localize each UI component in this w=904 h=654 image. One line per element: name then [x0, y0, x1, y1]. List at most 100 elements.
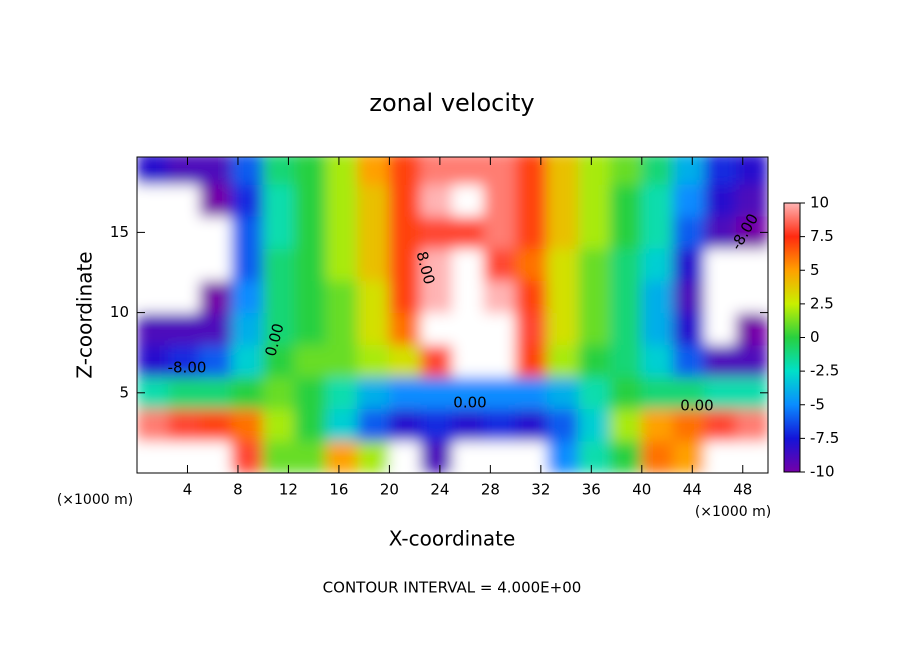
- cell: [168, 247, 201, 282]
- cell: [515, 408, 548, 442]
- colorbar-tick-label: -5: [810, 395, 825, 413]
- cell: [199, 312, 233, 346]
- cell: [420, 440, 453, 473]
- cell: [262, 312, 296, 346]
- cell: [578, 408, 611, 442]
- cell: [672, 215, 706, 249]
- cell: [704, 247, 737, 282]
- cell: [515, 376, 548, 410]
- cell: [231, 183, 264, 217]
- cell: [672, 157, 706, 185]
- cell: [168, 157, 201, 185]
- cell: [357, 247, 390, 282]
- colorbar-tick-label: 10: [810, 194, 829, 212]
- cell: [357, 408, 390, 442]
- cell: [168, 440, 201, 473]
- footer: CONTOUR INTERVAL = 4.000E+00: [323, 579, 582, 597]
- cell: [546, 183, 580, 217]
- cell: [578, 215, 611, 249]
- cell: [137, 247, 170, 282]
- cell: [357, 280, 390, 314]
- cell: [578, 247, 611, 282]
- cell: [420, 408, 453, 442]
- y-tick-label: 10: [110, 303, 129, 321]
- cell: [515, 183, 548, 217]
- cell: [452, 215, 485, 249]
- cell: [609, 280, 643, 314]
- cell: [578, 376, 611, 410]
- cell: [609, 215, 643, 249]
- cell: [199, 344, 233, 378]
- cell: [515, 312, 548, 346]
- colorbar: [783, 202, 801, 473]
- cell: [641, 312, 674, 346]
- cell: [325, 247, 359, 282]
- cell: [546, 408, 580, 442]
- x-tick-label: 16: [329, 481, 348, 499]
- cell: [137, 312, 170, 346]
- cell: [199, 408, 233, 442]
- cell: [357, 312, 390, 346]
- cell: [483, 247, 517, 282]
- cell: [704, 440, 737, 473]
- cell: [452, 376, 485, 410]
- cell: [546, 344, 580, 378]
- cell: [420, 376, 453, 410]
- cell: [609, 183, 643, 217]
- cell: [168, 344, 201, 378]
- cell: [515, 344, 548, 378]
- cell: [546, 247, 580, 282]
- cell: [168, 312, 201, 346]
- cell: [294, 183, 327, 217]
- cell: [672, 247, 706, 282]
- cell: [168, 183, 201, 217]
- cell: [294, 376, 327, 410]
- cell: [420, 215, 453, 249]
- cell: [388, 215, 422, 249]
- cell: [735, 183, 768, 217]
- cell: [357, 440, 390, 473]
- cell: [578, 183, 611, 217]
- cell: [672, 376, 706, 410]
- cell: [262, 344, 296, 378]
- cell: [546, 376, 580, 410]
- cell: [325, 280, 359, 314]
- cell: [420, 280, 453, 314]
- cell: [199, 215, 233, 249]
- cell: [262, 440, 296, 473]
- cell: [641, 280, 674, 314]
- cell: [357, 344, 390, 378]
- cell: [294, 440, 327, 473]
- cell: [483, 376, 517, 410]
- cell: [704, 183, 737, 217]
- cell: [231, 376, 264, 410]
- cell: [483, 183, 517, 217]
- cell: [388, 280, 422, 314]
- cell: [609, 157, 643, 185]
- y-axis-label: Z-coordinate: [73, 251, 97, 378]
- cell: [168, 376, 201, 410]
- field: [137, 157, 768, 473]
- cell: [294, 312, 327, 346]
- colorbar-tick-label: 7.5: [810, 227, 834, 245]
- cell: [735, 440, 768, 473]
- cell: [357, 376, 390, 410]
- cell: [483, 344, 517, 378]
- cell: [546, 215, 580, 249]
- cell: [388, 312, 422, 346]
- x-tick-label: 48: [733, 481, 752, 499]
- colorbar-tick-label: 0: [810, 328, 820, 346]
- cell: [452, 157, 485, 185]
- cell: [641, 376, 674, 410]
- cell: [672, 183, 706, 217]
- cell: [420, 157, 453, 185]
- cell: [483, 408, 517, 442]
- cell: [388, 183, 422, 217]
- x-unit-label: (×1000 m): [695, 504, 771, 520]
- cell: [168, 408, 201, 442]
- cell: [483, 312, 517, 346]
- cell: [735, 312, 768, 346]
- cell: [231, 312, 264, 346]
- cell: [735, 280, 768, 314]
